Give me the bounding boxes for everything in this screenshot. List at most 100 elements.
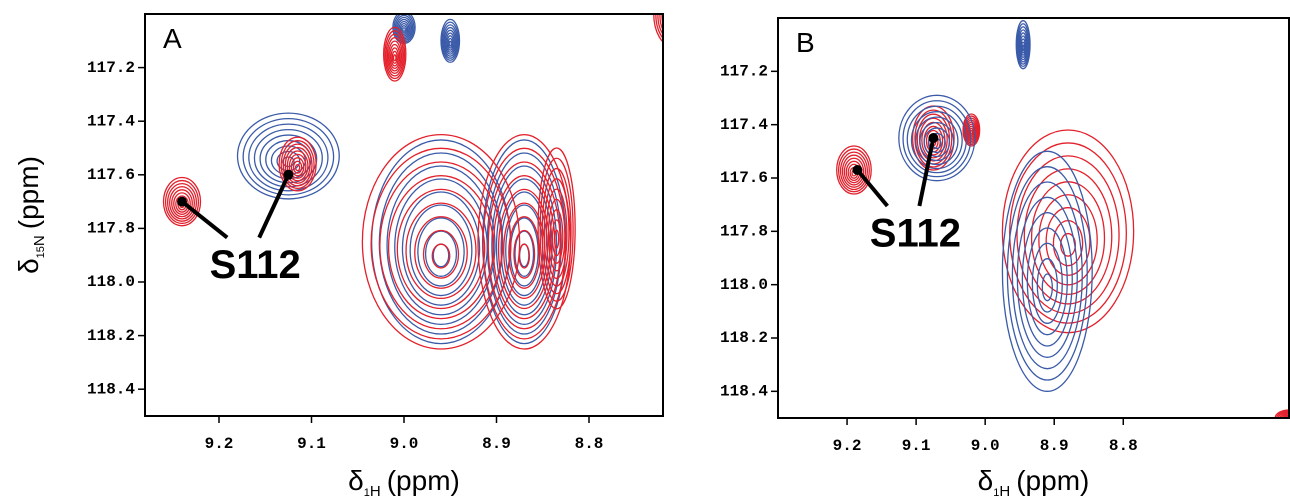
y-tick-label: 117.6 [720,169,768,187]
contour-ring [549,208,564,264]
contour-ring [508,216,541,289]
x-tick-label: 8.9 [482,435,511,453]
contour-ring [166,182,198,222]
contour-ring [661,14,663,27]
contour-ring [390,47,400,67]
contour-ring [1021,44,1025,52]
contour-ring [248,123,329,192]
contour-ring [402,27,406,32]
contour-ring [927,132,946,154]
x-tick-label: 8.8 [575,435,604,453]
contour-ring [666,6,678,27]
panel-label: A [163,23,182,54]
contour-ring [553,229,560,249]
axis-unit: (ppm) [1016,465,1089,496]
contour-ring [537,147,576,310]
y-tick-label: 117.2 [720,63,768,81]
contour-ring [668,11,676,25]
contour-ring [1041,273,1053,302]
contour-ring [962,113,981,147]
annotation-leader [180,200,229,240]
contour-ring [292,160,303,174]
contour-ring [290,157,305,177]
x-tick-label: 9.2 [205,435,234,453]
x-tick-label: 8.8 [1109,437,1138,455]
contour-ring [294,164,301,172]
contour-ring [1016,155,1120,315]
contour-ring [280,140,315,189]
contour-ring [923,127,951,158]
contour-ring [1016,196,1078,358]
contour-ring [1036,258,1058,313]
contour-ring [389,43,401,69]
x-tick-label: 9.2 [833,437,862,455]
contour-ring [518,243,531,269]
contour-ring [385,33,405,77]
x-tick-label: 9.1 [902,437,931,455]
y-tick-label: 118.0 [87,273,135,291]
contour-ring [399,22,409,36]
contour-ring [915,116,959,166]
contour-ring [386,37,403,75]
annotation-point [283,169,294,180]
y-tick-label: 117.2 [87,59,135,77]
plot-frame [777,17,1290,419]
contour-ring [282,156,295,168]
contour-ring [491,165,558,326]
contour-ring [657,14,663,36]
contour-ring [448,40,452,47]
contour-ring [284,146,311,184]
contour-ring [653,14,663,43]
contour-ring [545,188,568,280]
contour-ring [495,178,553,316]
axis-unit: (ppm) [13,156,44,229]
contour-ring [841,154,867,188]
contour-ring [1017,26,1030,65]
contour-ring [162,176,202,227]
contour-ring [1026,227,1068,336]
contour-ring [286,150,309,182]
contour-ring [670,15,674,22]
contour-ring [539,157,574,302]
contour-ring [513,229,536,279]
contour-ring [839,151,869,191]
contour-ring [414,216,468,289]
contour-ring [422,229,460,279]
x-tick-label: 9.0 [971,437,1000,455]
contour-ring [836,145,872,195]
contour-ring [1018,32,1028,61]
axis-mass: 15 [35,246,47,258]
contour-ring [1019,35,1027,58]
y-axis-label: δ15N (ppm) [13,156,48,274]
axis-mass: 1 [364,487,370,499]
annotation-point [177,196,187,207]
contour-ring [424,230,458,277]
contour-ring [442,24,459,59]
contour-ring [1045,207,1091,276]
annotation-leader [257,173,291,239]
contour-ring [259,134,318,184]
contour-ring [547,198,566,272]
contour-ring [282,143,313,187]
contour-ring [659,14,663,32]
axis-unit: (ppm) [387,465,460,496]
axis-symbol: δ [348,465,364,496]
axis-symbol: δ [13,258,44,274]
y-tick-label: 117.6 [87,166,135,184]
contour-ring [543,178,570,287]
contour-ring [1006,166,1088,381]
contour-ring [966,121,977,141]
plot-frame [144,13,664,417]
contour-ring [963,115,980,146]
annotation-label: S112 [210,243,301,287]
contour-ring [387,40,402,72]
contour-ring [431,243,451,269]
axis-nucleus: H [370,483,381,500]
contour-ring [514,230,535,277]
contour-ring [482,147,567,340]
contour-ring [417,217,465,287]
contour-ring [919,121,955,162]
axis-nucleus: H [999,483,1010,500]
contour-ring [1001,129,1135,334]
contour-ring [1031,242,1063,324]
